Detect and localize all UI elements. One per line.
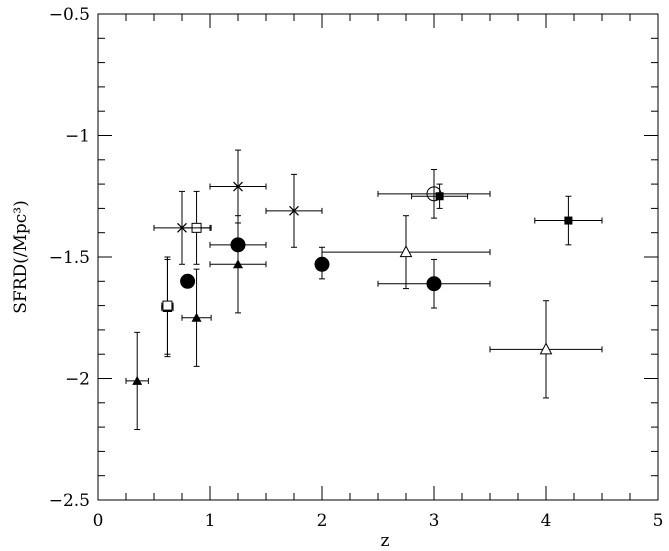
series-open-square — [161, 190, 212, 355]
data-point-cross-stroke — [233, 181, 243, 192]
data-point-open-triangle — [539, 342, 553, 355]
data-point — [489, 300, 603, 399]
x-tick-label: 0 — [93, 511, 104, 531]
x-axis-label: z — [381, 531, 390, 551]
y-tick-label: −1.5 — [49, 248, 90, 268]
x-tick-label: 5 — [653, 511, 664, 531]
series-filled-circle — [180, 237, 491, 309]
data-point-filled-triangle — [132, 375, 143, 385]
data-point-filled-square — [564, 216, 573, 225]
y-tick-label: −2 — [65, 370, 90, 390]
data-point-filled-circle — [314, 256, 330, 272]
data-point — [209, 149, 267, 224]
x-tick-label: 2 — [317, 511, 328, 531]
x-tick-label: 1 — [205, 511, 216, 531]
data-point — [125, 331, 149, 431]
series-filled-triangle — [125, 215, 267, 431]
plot-area — [125, 149, 603, 431]
x-tick-label: 4 — [541, 511, 552, 531]
data-point-open-square — [162, 300, 173, 311]
series-filled-square — [411, 183, 603, 246]
y-tick-label: −2.5 — [49, 491, 90, 511]
data-point-open-triangle — [399, 245, 413, 258]
data-point — [153, 190, 211, 265]
data-point-filled-circle — [426, 276, 442, 292]
y-tick-label: −1 — [65, 127, 90, 147]
x-tick-label: 3 — [429, 511, 440, 531]
data-point — [181, 268, 212, 367]
data-point — [534, 195, 603, 246]
data-point — [180, 273, 196, 289]
y-axis-label: SFRD(/Mpc³) — [11, 200, 31, 314]
data-point-cross-stroke — [289, 205, 299, 216]
data-point-cross-stroke — [177, 222, 187, 233]
y-tick-label: −0.5 — [49, 5, 90, 25]
data-point — [377, 258, 491, 309]
data-point-filled-triangle — [233, 259, 243, 269]
series-open-triangle — [321, 215, 603, 399]
data-point — [411, 183, 469, 209]
axes: 0 1 2 3 4 5 −2.5 −2 −1.5 −1 −0.5 — [49, 5, 664, 531]
series-cross — [153, 149, 323, 265]
data-point-filled-square — [435, 192, 444, 201]
data-point — [265, 173, 323, 248]
series-open-circle — [377, 169, 491, 219]
data-point — [377, 169, 491, 219]
data-point — [209, 215, 267, 314]
data-point — [161, 256, 174, 355]
data-point — [321, 215, 491, 290]
data-point-filled-circle — [180, 273, 196, 289]
data-point-filled-triangle — [191, 312, 202, 322]
